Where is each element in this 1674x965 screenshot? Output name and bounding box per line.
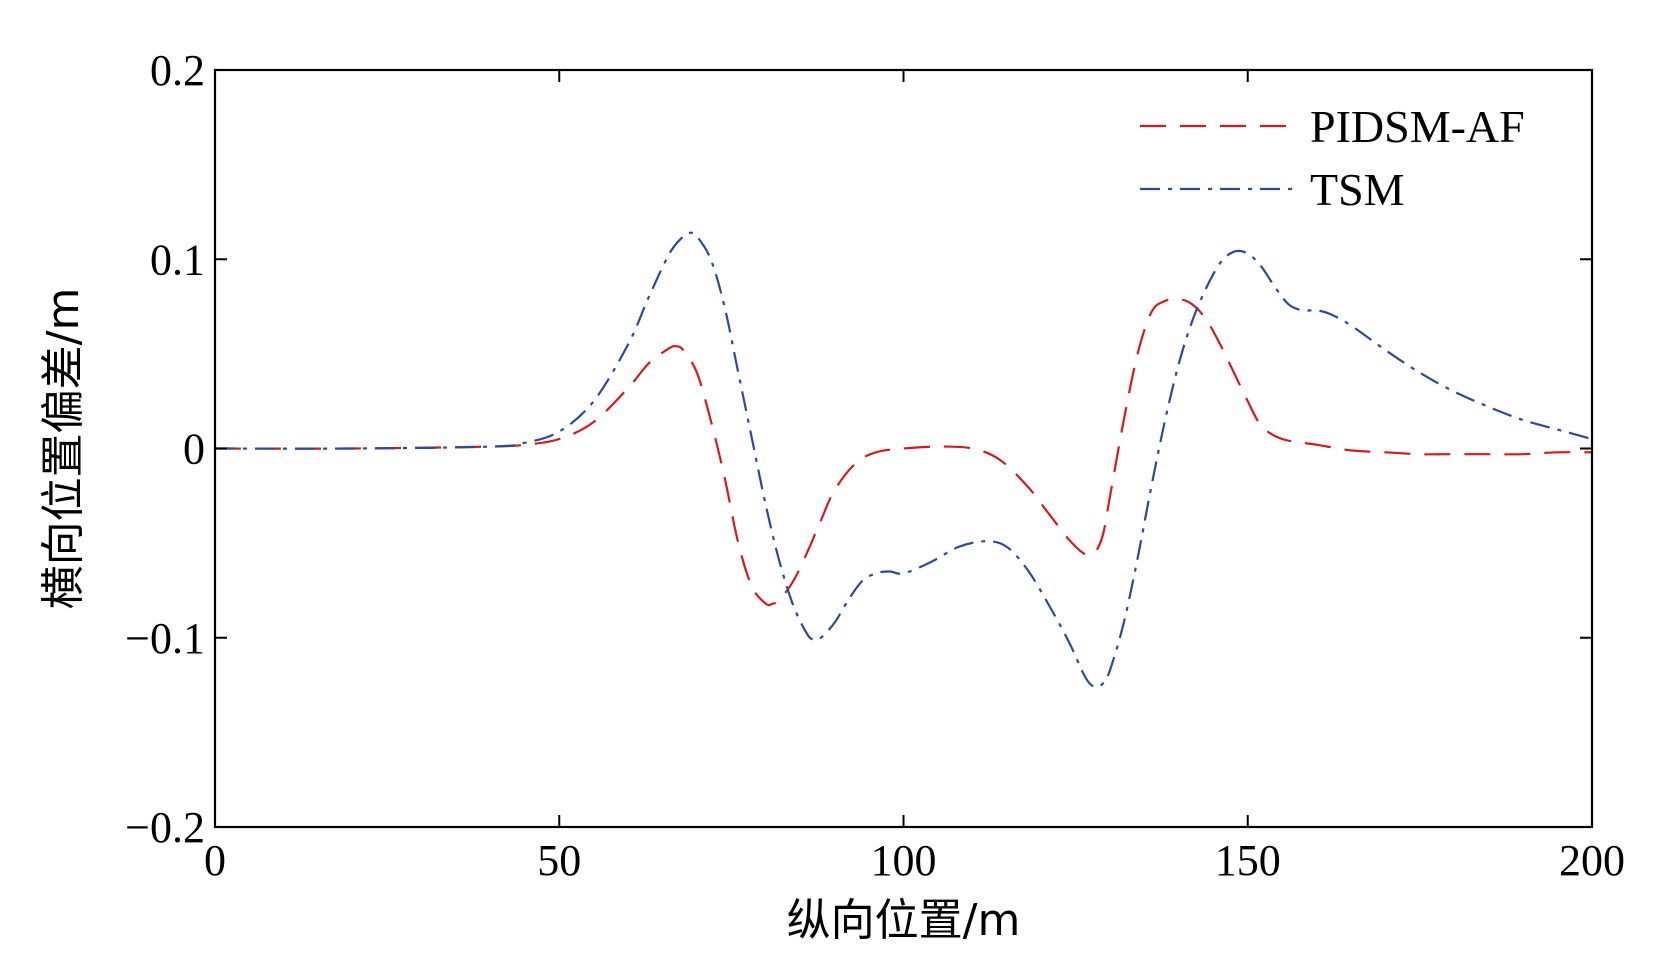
x-tick-label: 150 xyxy=(1215,836,1281,885)
series-layer xyxy=(214,231,1593,689)
series-line-2 xyxy=(214,231,1593,689)
x-tick-label: 0 xyxy=(204,836,226,885)
x-axis-label: 纵向位置/m xyxy=(787,895,1021,946)
y-tick-label: 0.2 xyxy=(150,46,205,95)
y-tick-label: 0 xyxy=(183,425,205,474)
x-tick-label: 50 xyxy=(537,836,581,885)
y-tick-label: 0.1 xyxy=(150,235,205,284)
legend-label-2: TSM xyxy=(1310,164,1405,215)
y-tick-label: −0.2 xyxy=(125,803,205,852)
series-line-1 xyxy=(214,297,1593,607)
legend-label-1: PIDSM-AF xyxy=(1310,101,1525,152)
x-tick-label: 100 xyxy=(871,836,937,885)
x-tick-label: 200 xyxy=(1559,836,1625,885)
ticks-layer: 0 50 100 150 200 0.2 0.1 0 −0.1 −0.2 xyxy=(125,46,1625,885)
y-tick-label: −0.1 xyxy=(125,614,205,663)
legend: PIDSM-AF TSM xyxy=(1140,101,1525,215)
y-axis-label: 横向位置偏差/m xyxy=(38,288,89,610)
